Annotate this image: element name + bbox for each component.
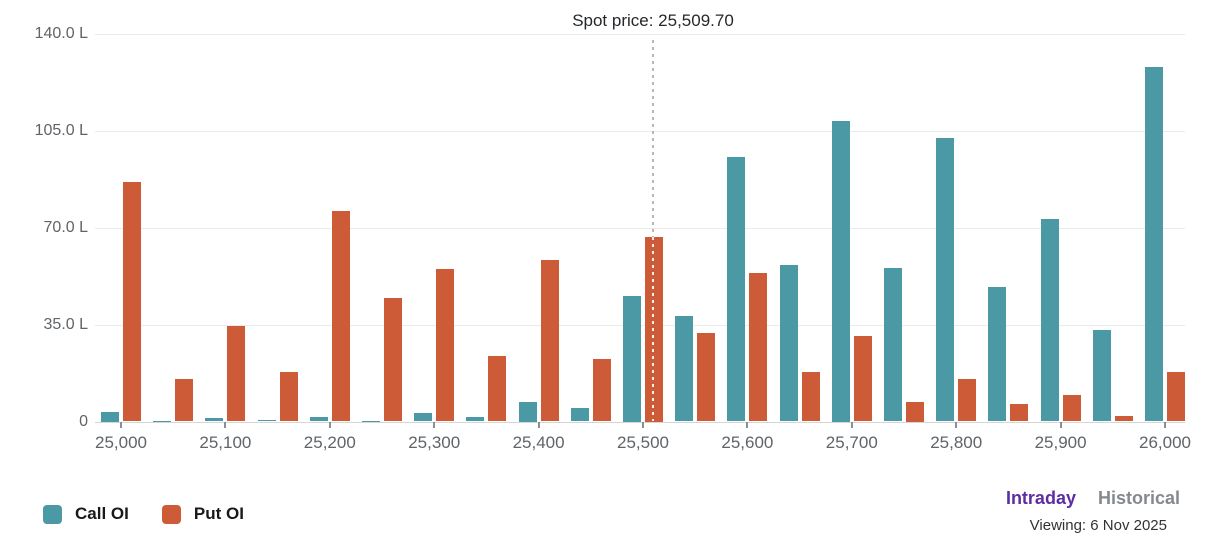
call-oi-bar[interactable] (1145, 67, 1163, 422)
x-axis-label: 26,000 (1139, 433, 1191, 452)
call-oi-bar[interactable] (101, 411, 119, 422)
put-oi-bar[interactable] (279, 371, 298, 422)
put-oi-bar[interactable] (853, 335, 872, 422)
put-oi-bar[interactable] (1114, 415, 1133, 422)
put-oi-bar[interactable] (801, 371, 820, 422)
put-oi-bar[interactable] (906, 402, 924, 422)
put-oi-bar[interactable] (697, 332, 716, 422)
call-oi-bar[interactable] (675, 316, 694, 422)
spot-price-title: Spot price: 25,509.70 (572, 11, 734, 30)
put-oi-bar[interactable] (958, 378, 977, 422)
viewing-date: Viewing: 6 Nov 2025 (1029, 517, 1167, 534)
y-axis-label: 105.0 L (34, 121, 88, 139)
call-oi-bar[interactable] (205, 418, 224, 422)
x-axis-tick (955, 422, 958, 428)
put-oi-bar[interactable] (1062, 395, 1081, 422)
spot-price-line (652, 40, 654, 238)
put-oi-bar[interactable] (123, 182, 141, 422)
put-oi-swatch-icon (161, 504, 181, 524)
call-oi-bar[interactable] (1092, 330, 1111, 422)
x-axis-tick (850, 422, 853, 428)
gridline-70 (95, 227, 1185, 229)
call-oi-swatch-icon (43, 504, 62, 524)
x-axis-tick (746, 422, 749, 428)
call-oi-bar[interactable] (884, 267, 902, 422)
call-oi-bar[interactable] (309, 417, 328, 422)
x-axis-label: 25,600 (721, 433, 774, 452)
put-oi-bar[interactable] (488, 356, 507, 422)
y-axis-label: 140.0 L (34, 25, 88, 42)
spot-price-line-overlay (652, 237, 654, 421)
x-axis-label: 25,100 (199, 433, 252, 452)
put-oi-bar[interactable] (1010, 403, 1029, 422)
view-switch: Intraday Historical (985, 488, 1180, 509)
call-oi-bar[interactable] (257, 420, 276, 422)
call-oi-bar[interactable] (727, 157, 746, 422)
put-oi-bar[interactable] (436, 269, 455, 422)
call-oi-bar[interactable] (414, 413, 433, 422)
tab-historical[interactable]: Historical (1097, 488, 1180, 508)
x-axis-tick (120, 422, 122, 428)
call-oi-bar[interactable] (466, 416, 485, 422)
put-oi-bar[interactable] (592, 359, 611, 422)
y-axis-label: 70.0 L (43, 218, 88, 236)
put-oi-bar[interactable] (227, 326, 246, 422)
put-oi-bar[interactable] (749, 273, 768, 422)
call-oi-bar[interactable] (831, 121, 850, 422)
x-axis-tick (433, 422, 436, 428)
put-oi-bar[interactable] (1167, 371, 1185, 422)
gridline-105 (95, 130, 1185, 132)
call-oi-bar[interactable] (570, 407, 589, 422)
x-axis-tick (642, 422, 644, 428)
chart-legend: Call OI Put OI (43, 504, 244, 524)
x-axis-label: 25,800 (930, 433, 983, 452)
call-oi-bar[interactable] (779, 265, 798, 422)
call-oi-bar[interactable] (1040, 219, 1059, 422)
x-axis-tick (1059, 422, 1062, 428)
call-oi-bar[interactable] (936, 137, 955, 422)
legend-item-put-oi[interactable]: Put OI (161, 504, 244, 524)
legend-item-call-oi[interactable]: Call OI (43, 504, 129, 524)
x-axis-tick (1164, 422, 1166, 428)
put-oi-bar[interactable] (540, 259, 559, 422)
x-axis-tick (537, 422, 540, 428)
x-axis-label: 25,200 (303, 433, 356, 452)
x-axis-label: 25,500 (617, 433, 669, 452)
call-oi-bar[interactable] (623, 295, 641, 422)
legend-label-call-oi: Call OI (75, 504, 129, 523)
y-axis-label: 0 (79, 412, 88, 430)
put-oi-bar[interactable] (645, 237, 663, 422)
x-axis-line (95, 421, 1185, 423)
x-axis-tick (224, 422, 227, 428)
put-oi-bar[interactable] (384, 298, 402, 422)
call-oi-bar[interactable] (362, 420, 380, 422)
x-axis-label: 25,000 (95, 433, 147, 452)
call-oi-bar[interactable] (988, 287, 1007, 422)
x-axis-label: 25,300 (408, 433, 461, 452)
put-oi-bar[interactable] (331, 211, 350, 422)
call-oi-bar[interactable] (518, 402, 537, 422)
y-axis-label: 35.0 L (43, 315, 88, 333)
tab-intraday[interactable]: Intraday (1005, 488, 1076, 508)
x-axis-label: 25,400 (512, 433, 565, 452)
put-oi-bar[interactable] (175, 378, 194, 422)
x-axis-tick (328, 422, 331, 428)
gridline-140 (95, 34, 1185, 35)
call-oi-bar[interactable] (153, 420, 172, 422)
x-axis-label: 25,900 (1034, 433, 1087, 452)
legend-label-put-oi: Put OI (193, 504, 244, 523)
x-axis-label: 25,700 (825, 433, 878, 452)
